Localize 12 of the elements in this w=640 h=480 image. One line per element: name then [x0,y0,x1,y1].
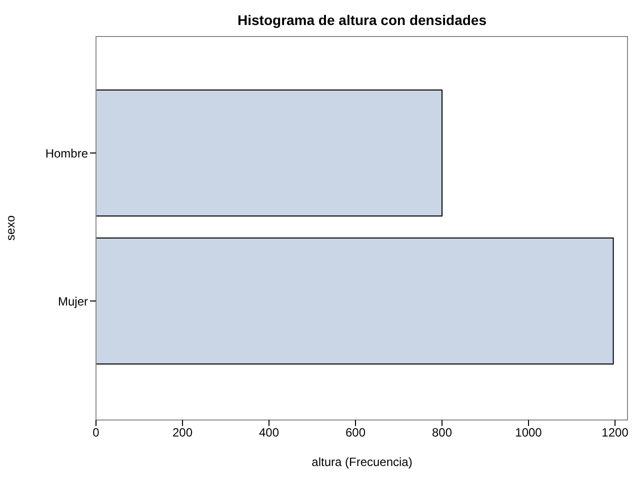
y-tick-label: Mujer [58,294,88,308]
y-tick-label: Hombre [45,146,88,160]
x-tick-label: 600 [345,426,366,440]
x-tick-label: 800 [432,426,452,440]
x-tick-label: 1000 [515,426,542,440]
x-axis-title: altura (Frecuencia) [312,455,412,469]
x-tick-label: 0 [92,426,100,440]
x-tick-label: 1200 [602,426,629,440]
x-tick-label: 200 [172,426,193,440]
x-tick-label: 400 [258,426,280,440]
chart-title: Histograma de altura con densidades [236,12,488,28]
y-axis-title: sexo [3,215,18,241]
